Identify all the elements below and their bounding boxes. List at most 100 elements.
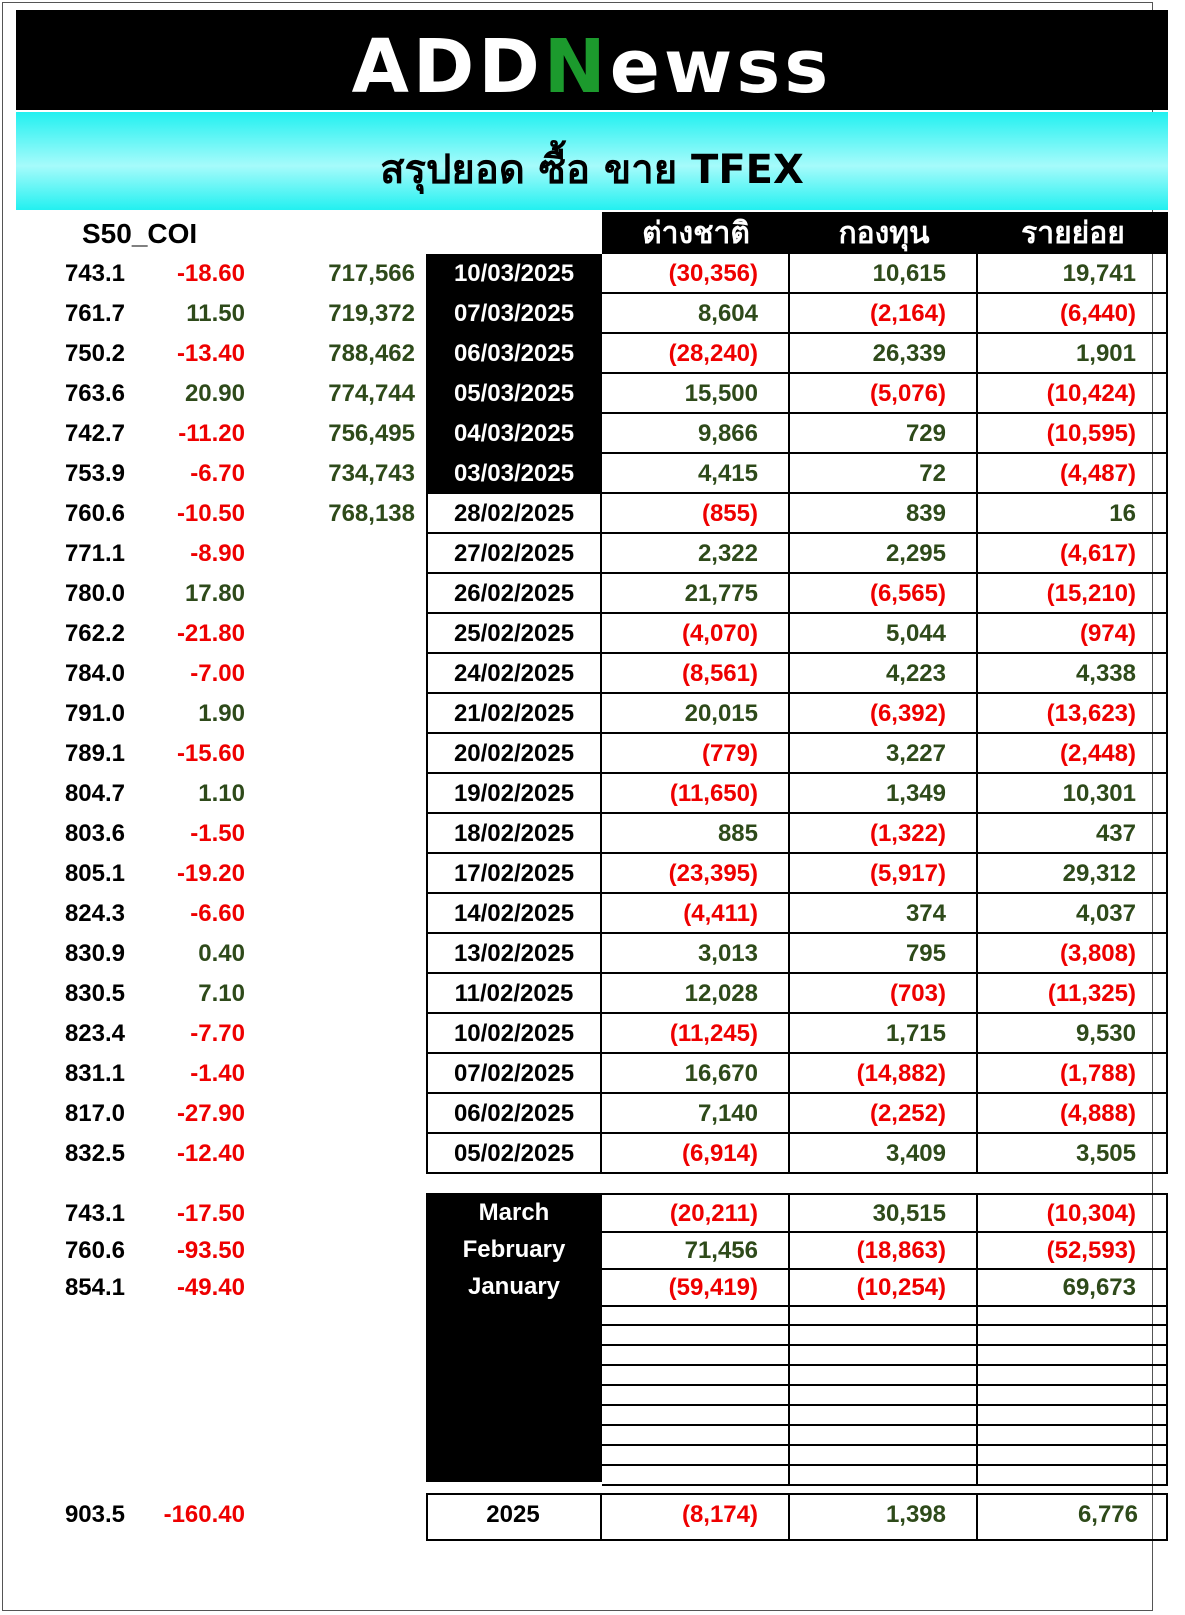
change-value: -6.70 bbox=[190, 460, 245, 487]
s50-value: 743.1 bbox=[64, 1200, 125, 1227]
page-title: สรุปยอด ซื้อ ขาย TFEX bbox=[380, 147, 804, 193]
month-label: March bbox=[478, 1199, 550, 1226]
fund-value: 839 bbox=[790, 494, 978, 534]
s50-value: 760.6 bbox=[64, 500, 125, 527]
s50-value: 762.2 bbox=[64, 620, 125, 647]
retail-value: (974) bbox=[978, 614, 1168, 654]
foreign-value: 2,322 bbox=[602, 534, 790, 574]
s50-value: 854.1 bbox=[64, 1274, 125, 1301]
retail-value: (6,440) bbox=[978, 294, 1168, 334]
change-value: -19.20 bbox=[176, 860, 245, 887]
empty-cell bbox=[602, 1326, 790, 1346]
s50-value: 753.9 bbox=[64, 460, 125, 487]
retail-value: (11,325) bbox=[978, 974, 1168, 1014]
s50-value: 742.7 bbox=[64, 420, 125, 447]
foreign-value: (6,914) bbox=[602, 1134, 790, 1174]
change-value: 7.10 bbox=[198, 980, 245, 1007]
foreign-value: 885 bbox=[602, 814, 790, 854]
change-value: 11.50 bbox=[186, 300, 245, 327]
empty-cell bbox=[602, 1346, 790, 1366]
page-frame bbox=[2, 2, 1153, 1611]
date-cell: 24/02/2025 bbox=[426, 654, 602, 694]
empty-cell bbox=[790, 1406, 978, 1426]
change-value: -17.50 bbox=[176, 1200, 245, 1227]
date-cell: 19/02/2025 bbox=[426, 774, 602, 814]
foreign-value: (28,240) bbox=[602, 334, 790, 374]
fund-value: 3,409 bbox=[790, 1134, 978, 1174]
empty-cell bbox=[790, 1386, 978, 1406]
empty-cell bbox=[790, 1446, 978, 1466]
empty-cell bbox=[978, 1426, 1168, 1446]
empty-cell bbox=[602, 1406, 790, 1426]
s50-coi-label: S50_COI bbox=[82, 218, 198, 249]
retail-value: (10,304) bbox=[978, 1195, 1168, 1233]
foreign-value: 12,028 bbox=[602, 974, 790, 1014]
fund-value: 1,349 bbox=[790, 774, 978, 814]
fund-value: (10,254) bbox=[790, 1269, 978, 1307]
logo-banner: ADDNewss bbox=[16, 10, 1168, 110]
s50-value: 803.6 bbox=[64, 820, 125, 847]
change-value: -7.70 bbox=[190, 1020, 245, 1047]
date-cell: 20/02/2025 bbox=[426, 734, 602, 774]
retail-value: (4,617) bbox=[978, 534, 1168, 574]
fund-value: 1,715 bbox=[790, 1014, 978, 1054]
change-value: -27.90 bbox=[176, 1100, 245, 1127]
month-table-top-border bbox=[426, 1193, 1168, 1195]
retail-value: 69,673 bbox=[978, 1269, 1168, 1307]
foreign-value: 3,013 bbox=[602, 934, 790, 974]
s50-value: 832.5 bbox=[64, 1140, 125, 1167]
retail-value: (13,623) bbox=[978, 694, 1168, 734]
fund-value: 3,227 bbox=[790, 734, 978, 774]
empty-cell bbox=[978, 1446, 1168, 1466]
foreign-value: (23,395) bbox=[602, 854, 790, 894]
change-value: -49.40 bbox=[176, 1274, 245, 1301]
fund-value: 2,295 bbox=[790, 534, 978, 574]
fund-value: 30,515 bbox=[790, 1195, 978, 1233]
foreign-value: (20,211) bbox=[602, 1195, 790, 1233]
s50-value: 750.2 bbox=[64, 340, 125, 367]
fund-value: 4,223 bbox=[790, 654, 978, 694]
empty-cell bbox=[978, 1306, 1168, 1326]
fund-value: (5,076) bbox=[790, 374, 978, 414]
date-cell: 14/02/2025 bbox=[426, 894, 602, 934]
empty-cell bbox=[602, 1446, 790, 1466]
change-value: -8.90 bbox=[190, 540, 245, 567]
change-value: -21.80 bbox=[176, 620, 245, 647]
foreign-value: 8,604 bbox=[602, 294, 790, 334]
title-banner: สรุปยอด ซื้อ ขาย TFEX bbox=[16, 112, 1168, 210]
coi-value: 788,462 bbox=[328, 340, 415, 367]
empty-cell bbox=[790, 1466, 978, 1486]
foreign-value: (4,070) bbox=[602, 614, 790, 654]
empty-cell bbox=[602, 1466, 790, 1486]
retail-value: 16 bbox=[978, 494, 1168, 534]
date-cell: 28/02/2025 bbox=[426, 494, 602, 534]
fund-value: 795 bbox=[790, 934, 978, 974]
retail-value: (52,593) bbox=[978, 1232, 1168, 1270]
retail-value: (4,888) bbox=[978, 1094, 1168, 1134]
empty-cell bbox=[602, 1306, 790, 1326]
date-cell: 10/03/2025 bbox=[426, 254, 602, 294]
change-value: -15.60 bbox=[176, 740, 245, 767]
s50-value: 743.1 bbox=[64, 260, 125, 287]
date-cell: 04/03/2025 bbox=[426, 414, 602, 454]
retail-value: 4,037 bbox=[978, 894, 1168, 934]
empty-cell bbox=[978, 1406, 1168, 1426]
retail-value: 19,741 bbox=[978, 254, 1168, 294]
date-cell: 06/02/2025 bbox=[426, 1094, 602, 1134]
fund-value: (18,863) bbox=[790, 1232, 978, 1270]
retail-value: (10,595) bbox=[978, 414, 1168, 454]
date-cell: 07/03/2025 bbox=[426, 294, 602, 334]
foreign-value: 20,015 bbox=[602, 694, 790, 734]
foreign-value: 15,500 bbox=[602, 374, 790, 414]
date-cell: 11/02/2025 bbox=[426, 974, 602, 1014]
retail-value: 9,530 bbox=[978, 1014, 1168, 1054]
foreign-value: (855) bbox=[602, 494, 790, 534]
addnewss-logo: ADDNewss bbox=[351, 24, 833, 110]
retail-value: (4,487) bbox=[978, 454, 1168, 494]
foreign-value: (8,561) bbox=[602, 654, 790, 694]
foreign-value: (779) bbox=[602, 734, 790, 774]
foreign-value: (4,411) bbox=[602, 894, 790, 934]
date-cell: 25/02/2025 bbox=[426, 614, 602, 654]
foreign-value: (11,650) bbox=[602, 774, 790, 814]
foreign-value: 21,775 bbox=[602, 574, 790, 614]
